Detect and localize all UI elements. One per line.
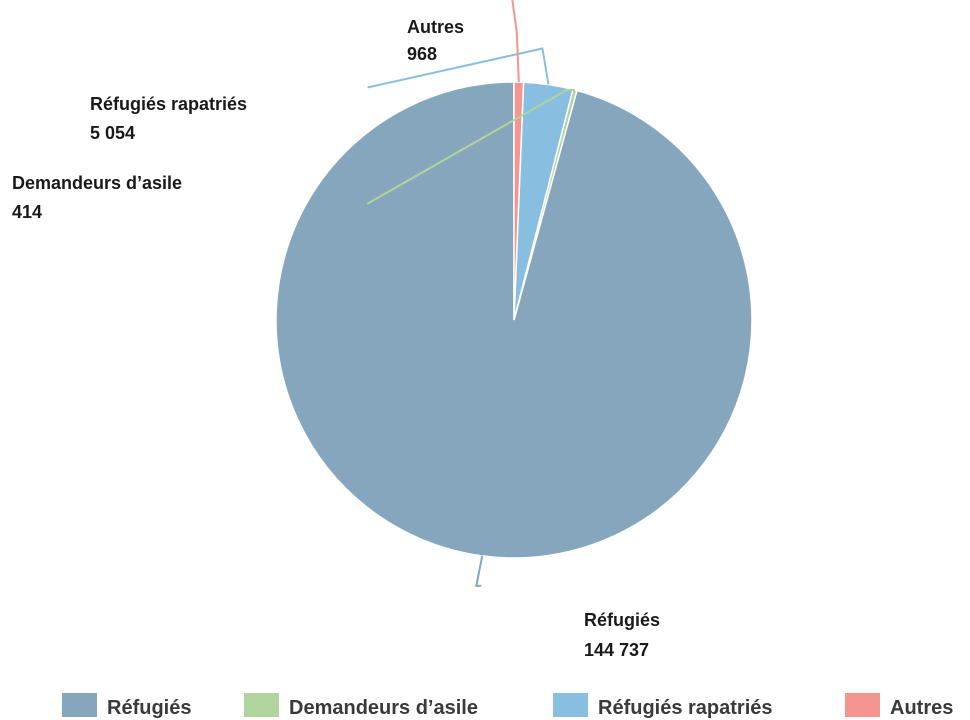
label-value-autres: 968 <box>407 44 437 64</box>
slice-labels: Autres 968 Réfugiés rapatriés 5 054 Dema… <box>12 17 660 660</box>
legend: Réfugiés Demandeurs d’asile Réfugiés rap… <box>62 693 953 719</box>
label-name-refugies: Réfugiés <box>584 610 660 630</box>
legend-item-refugies: Réfugiés <box>62 693 191 719</box>
legend-swatch-refugies <box>62 693 97 717</box>
slice-autres <box>513 81 525 321</box>
leader-refugies <box>475 555 484 587</box>
pie-slices <box>275 81 753 559</box>
legend-swatch-demandeurs-dasile <box>244 693 279 717</box>
leader-demandeurs-dasile <box>366 88 575 205</box>
label-name-refugies-rapatries: Réfugiés rapatriés <box>90 94 247 114</box>
legend-item-refugies-rapatries: Réfugiés rapatriés <box>553 693 773 719</box>
label-name-demandeurs-dasile: Demandeurs d’asile <box>12 173 182 193</box>
label-value-refugies-rapatries: 5 054 <box>90 123 135 143</box>
legend-label-refugies-rapatries: Réfugiés rapatriés <box>598 697 773 719</box>
legend-item-demandeurs-dasile: Demandeurs d’asile <box>244 693 478 719</box>
leader-lines <box>366 0 575 587</box>
label-name-autres: Autres <box>407 17 464 37</box>
legend-label-refugies: Réfugiés <box>107 697 191 719</box>
leader-autres <box>511 0 520 83</box>
legend-label-demandeurs-dasile: Demandeurs d’asile <box>289 697 478 719</box>
label-value-refugies: 144 737 <box>584 640 649 660</box>
legend-swatch-autres <box>845 693 880 717</box>
legend-label-autres: Autres <box>890 697 953 719</box>
legend-item-autres: Autres <box>845 693 953 719</box>
legend-swatch-refugies-rapatries <box>553 693 588 717</box>
leader-refugies-rapatries <box>367 47 550 89</box>
label-value-demandeurs-dasile: 414 <box>12 202 42 222</box>
